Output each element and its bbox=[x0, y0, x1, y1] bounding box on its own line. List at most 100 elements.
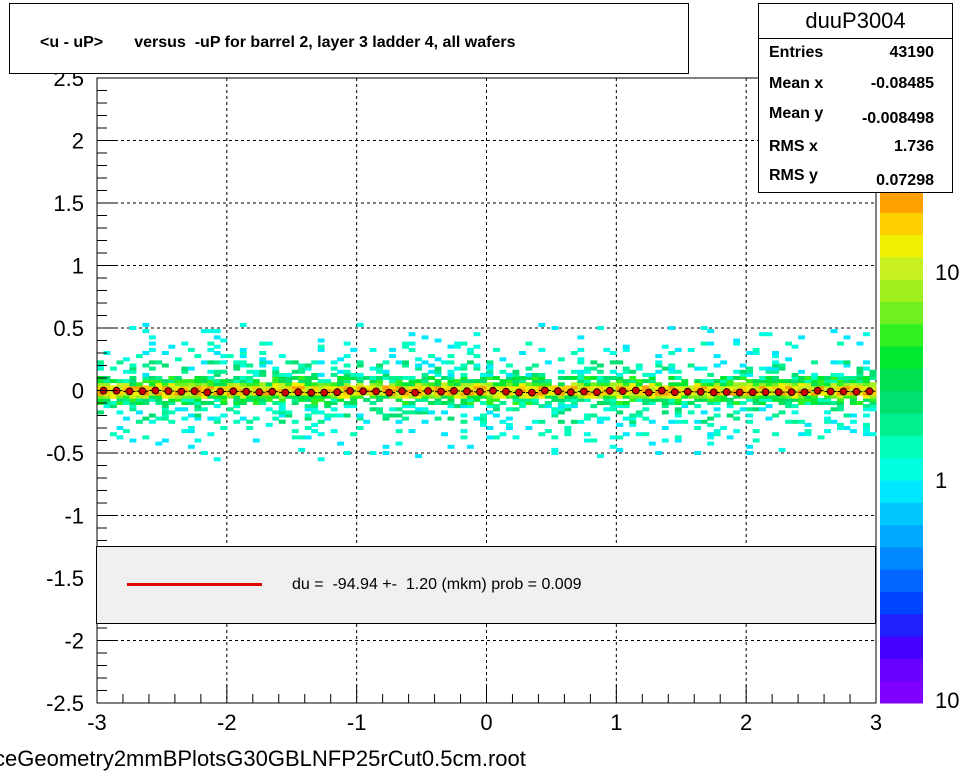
heatmap-cell bbox=[583, 438, 591, 443]
heatmap-cell bbox=[395, 441, 403, 446]
heatmap-cell bbox=[168, 376, 176, 380]
heatmap-cell bbox=[804, 394, 812, 399]
heatmap-cell bbox=[493, 397, 500, 402]
heatmap-cell bbox=[434, 338, 442, 343]
heatmap-cell bbox=[155, 382, 163, 387]
heatmap-cell bbox=[181, 341, 189, 346]
heatmap-cell bbox=[200, 394, 208, 399]
heatmap-cell bbox=[311, 372, 319, 377]
heatmap-cell bbox=[863, 397, 870, 402]
heatmap-cell bbox=[337, 376, 345, 380]
profile-point bbox=[177, 387, 186, 396]
heatmap-cell bbox=[454, 404, 461, 409]
heatmap-cell bbox=[499, 382, 507, 387]
heatmap-cell bbox=[616, 401, 624, 405]
heatmap-cell bbox=[759, 407, 766, 412]
heatmap-cell bbox=[233, 404, 241, 409]
heatmap-cell bbox=[285, 410, 293, 415]
profile-point bbox=[320, 388, 329, 397]
heatmap-cell bbox=[415, 385, 422, 390]
heatmap-cell bbox=[811, 360, 818, 365]
heatmap-cell bbox=[376, 410, 383, 415]
heatmap-cell bbox=[519, 401, 526, 405]
heatmap-cell bbox=[123, 429, 130, 434]
heatmap-cell bbox=[272, 401, 280, 405]
heatmap-cell bbox=[759, 397, 766, 402]
heatmap-cell bbox=[473, 366, 481, 371]
heatmap-cell bbox=[759, 379, 766, 384]
heatmap-cell bbox=[252, 397, 260, 402]
heatmap-cell bbox=[506, 394, 513, 399]
heatmap-cell bbox=[415, 379, 422, 384]
heatmap-cell bbox=[837, 382, 844, 387]
heatmap-cell bbox=[434, 366, 442, 371]
heatmap-cell bbox=[499, 419, 507, 424]
heatmap-cell bbox=[304, 426, 312, 430]
heatmap-cell bbox=[265, 397, 273, 402]
heatmap-cell bbox=[233, 379, 241, 384]
heatmap-cell bbox=[376, 382, 383, 387]
heatmap-cell bbox=[700, 341, 708, 346]
heatmap-cell bbox=[291, 385, 299, 390]
heatmap-cell bbox=[869, 382, 877, 387]
y-tick-label: 1.5 bbox=[53, 191, 84, 216]
heatmap-cell bbox=[278, 413, 286, 418]
heatmap-cell bbox=[519, 404, 526, 409]
profile-point bbox=[865, 387, 874, 396]
heatmap-cell bbox=[863, 360, 870, 365]
heatmap-cell bbox=[493, 413, 500, 418]
heatmap-cell bbox=[194, 397, 202, 402]
heatmap-cell bbox=[350, 432, 358, 437]
heatmap-cell bbox=[317, 344, 325, 349]
heatmap-cell bbox=[402, 376, 409, 380]
heatmap-cell bbox=[148, 391, 156, 396]
heatmap-cell bbox=[551, 447, 559, 452]
profile-point bbox=[489, 386, 497, 395]
heatmap-cell bbox=[726, 379, 734, 384]
heatmap-cell bbox=[233, 397, 241, 402]
heatmap-cell bbox=[278, 401, 286, 405]
heatmap-cell bbox=[609, 401, 617, 405]
heatmap-cell bbox=[220, 369, 228, 374]
heatmap-cell bbox=[129, 376, 137, 380]
heatmap-cell bbox=[259, 382, 267, 387]
heatmap-cell bbox=[798, 394, 805, 399]
heatmap-cell bbox=[609, 376, 617, 380]
heatmap-cell bbox=[531, 388, 539, 393]
heatmap-cell bbox=[350, 385, 358, 390]
heatmap-cell bbox=[480, 394, 487, 399]
heatmap-cell bbox=[207, 341, 215, 346]
heatmap-cell bbox=[317, 394, 325, 399]
heatmap-cell bbox=[382, 451, 390, 455]
heatmap-cell bbox=[519, 397, 526, 402]
heatmap-cell bbox=[389, 347, 396, 352]
heatmap-cell bbox=[252, 379, 260, 384]
profile-point bbox=[852, 387, 861, 396]
heatmap-cell bbox=[837, 401, 844, 405]
heatmap-cell bbox=[473, 363, 481, 368]
palette-swatch bbox=[880, 658, 923, 682]
heatmap-cell bbox=[720, 360, 728, 365]
profile-point bbox=[450, 386, 458, 395]
heatmap-cell bbox=[434, 416, 442, 421]
heatmap-cell bbox=[531, 394, 539, 399]
heatmap-cell bbox=[668, 363, 676, 368]
heatmap-cell bbox=[642, 401, 650, 405]
heatmap-cell bbox=[551, 410, 559, 415]
file-name: ceGeometry2mmBPlotsG30GBLNFP25rCut0.5cm.… bbox=[0, 746, 526, 771]
heatmap-cell bbox=[570, 369, 578, 374]
heatmap-cell bbox=[363, 397, 371, 402]
heatmap-cell bbox=[791, 404, 799, 409]
heatmap-cell bbox=[544, 391, 552, 396]
heatmap-cell bbox=[506, 376, 513, 380]
heatmap-cell bbox=[291, 419, 299, 424]
heatmap-cell bbox=[616, 379, 624, 384]
heatmap-cell bbox=[707, 397, 715, 402]
profile-point bbox=[748, 388, 757, 397]
heatmap-cell bbox=[129, 397, 137, 402]
heatmap-cell bbox=[824, 376, 831, 380]
heatmap-cell bbox=[564, 385, 572, 390]
stat-value: 43190 bbox=[889, 44, 935, 61]
heatmap-cell bbox=[668, 397, 676, 402]
heatmap-cell bbox=[629, 382, 637, 387]
